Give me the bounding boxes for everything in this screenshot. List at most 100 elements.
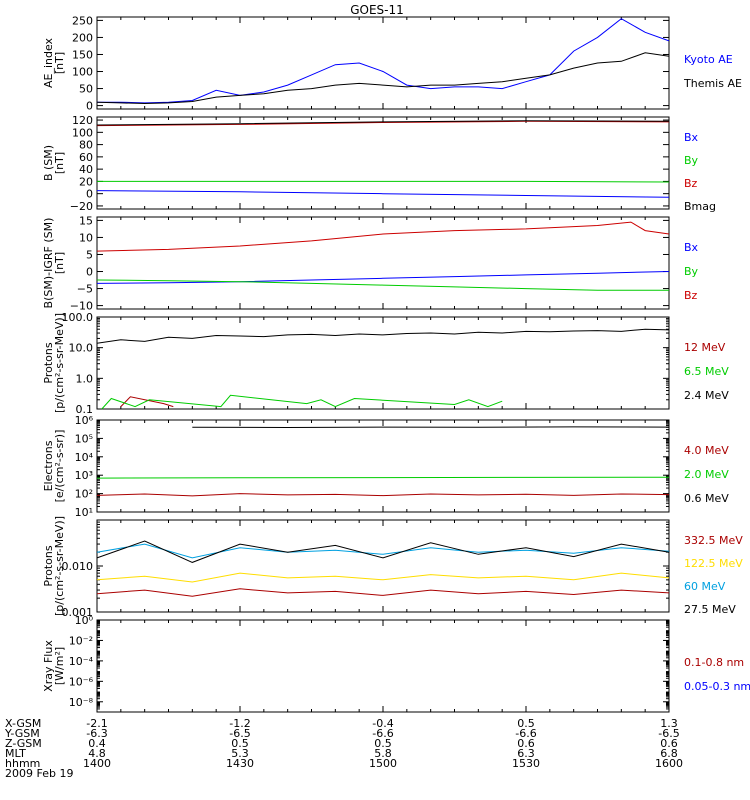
y-axis-unit: [nT]	[53, 152, 66, 174]
series-line-bz	[96, 221, 670, 252]
x-row-value: -6.5	[658, 727, 679, 740]
legend-label: By	[684, 154, 699, 167]
x-row-value: -6.6	[372, 727, 393, 740]
panel-frame	[96, 419, 670, 513]
y-axis-label: B (SM)	[42, 145, 55, 181]
series-line-2-0-mev	[96, 476, 670, 479]
y-tick-label: 10³	[75, 469, 93, 482]
x-row-label: Z-GSM	[5, 737, 42, 750]
panel-frame	[96, 216, 670, 310]
y-tick-label: 0.1	[76, 403, 94, 416]
y-tick-label: 40	[79, 163, 93, 176]
y-tick-label: 5	[86, 248, 93, 261]
y-tick-label: 80	[79, 139, 93, 152]
legend-label: 2.4 MeV	[684, 389, 729, 402]
y-tick-label: 15	[79, 214, 93, 227]
y-tick-label: 250	[72, 14, 93, 27]
y-tick-label: 0.010	[62, 560, 94, 573]
panel-frame	[96, 619, 670, 713]
y-tick-label: 100.0	[62, 311, 94, 324]
legend-label: 2.0 MeV	[684, 468, 729, 481]
x-row-label: hhmm	[5, 757, 40, 770]
series-line-bmag	[96, 120, 670, 126]
series-line-themis-ae	[96, 52, 670, 105]
date-label: 2009 Feb 19	[5, 767, 73, 780]
y-tick-label: 10.0	[69, 342, 94, 355]
x-row-value: -6.5	[229, 727, 250, 740]
series-line-60-mev	[96, 543, 670, 559]
y-tick-label: 20	[79, 175, 93, 188]
y-tick-label: 10⁰	[75, 614, 94, 627]
series-line-by	[97, 180, 670, 183]
x-row-value: 6.8	[660, 747, 678, 760]
series-line-bx	[96, 271, 670, 284]
y-tick-label: 10	[79, 231, 93, 244]
legend-label: 0.6 MeV	[684, 492, 729, 505]
y-tick-label: 50	[79, 83, 93, 96]
x-row-value: 1500	[369, 757, 397, 770]
y-tick-label: 0	[86, 188, 93, 201]
y-axis-unit: [p/(cm²-s-sr-MeV)]	[53, 313, 66, 413]
x-row-value: 1.3	[660, 717, 678, 730]
y-tick-label: 120	[72, 114, 93, 127]
series-line-by	[96, 279, 669, 291]
legend-label: By	[684, 265, 699, 278]
series-line-4-0-mev	[96, 493, 670, 497]
y-tick-label: 10¹	[75, 506, 93, 519]
panel-4: 0.1 1.0 10.0 100.0 Protons[p/(cm²-s-sr-MeV)]…	[42, 311, 729, 416]
series-line-bz	[96, 120, 670, 127]
legend-label: 122.5 MeV	[684, 557, 743, 570]
legend-label: Bmag	[684, 200, 716, 213]
legend-label: 4.0 MeV	[684, 444, 729, 457]
legend-label: 332.5 MeV	[684, 534, 743, 547]
x-row-value: 0.5	[517, 717, 535, 730]
panel-6: 0.001 0.010 Protons[p/(cm²-s-sr-MeV)] 332.5…	[42, 516, 743, 619]
y-tick-label: 0	[86, 266, 93, 279]
x-row-value: 5.8	[374, 747, 392, 760]
y-tick-label: 10⁻⁶	[69, 675, 94, 688]
x-row-label: MLT	[5, 747, 26, 760]
legend-label: 6.5 MeV	[684, 365, 729, 378]
series-line-kyoto-ae	[97, 18, 670, 104]
y-tick-label: 10⁴	[75, 451, 94, 464]
y-tick-label: 200	[72, 31, 93, 44]
legend-label: Bx	[684, 131, 699, 144]
y-axis-unit: [p/(cm²-s-sr-MeV)]	[53, 516, 66, 616]
series-line-122-5-mev	[96, 572, 670, 583]
y-axis-unit: [nT]	[53, 252, 66, 274]
y-tick-label: 60	[79, 151, 93, 164]
y-axis-unit: [W/m²]	[53, 647, 66, 685]
y-tick-label: 100	[72, 66, 93, 79]
x-row-value: 5.3	[231, 747, 249, 760]
panel-3: −10 −5 0 5 10 15 B(SM)-IGRF (SM)[nT] Bx By Bz	[42, 214, 699, 312]
y-tick-label: 150	[72, 48, 93, 61]
y-tick-label: 10⁶	[75, 414, 94, 427]
x-row-value: -6.6	[515, 727, 536, 740]
x-row-value: 4.8	[88, 747, 106, 760]
series-line-12-mev	[120, 396, 174, 408]
legend-label: 60 MeV	[684, 580, 726, 593]
panel-frame	[96, 519, 670, 613]
series-line-332-5-mev	[96, 588, 670, 597]
y-axis-unit: [nT]	[53, 52, 66, 74]
series-line-0-6-mev	[192, 426, 670, 429]
y-tick-label: 10²	[75, 488, 93, 501]
panel-frame	[96, 116, 670, 210]
legend-label: Bx	[684, 241, 699, 254]
y-tick-label: 1.0	[76, 372, 94, 385]
legend-label: 0.05-0.3 nm	[684, 680, 750, 693]
y-tick-label: 100	[72, 126, 93, 139]
series-line-27-5-mev	[96, 540, 670, 563]
x-row-value: -6.3	[86, 727, 107, 740]
x-row-value: 6.3	[517, 747, 535, 760]
legend-label: 12 MeV	[684, 341, 726, 354]
x-row-value: 0.6	[517, 737, 535, 750]
x-row-value: 1530	[512, 757, 540, 770]
y-axis-label: Electrons	[42, 440, 55, 491]
legend-label: Bz	[684, 177, 698, 190]
y-axis-label: Protons	[42, 342, 55, 383]
x-row-value: 0.6	[660, 737, 678, 750]
panel-1: 0 50 100 150 200 250 AE_index[nT] Kyoto AE Themi…	[42, 14, 742, 112]
